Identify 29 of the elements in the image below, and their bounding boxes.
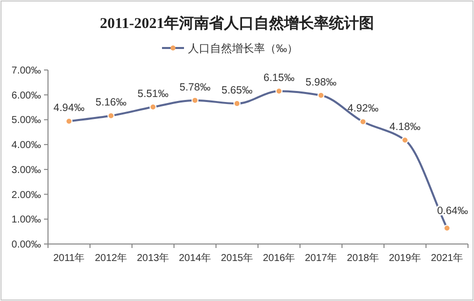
- y-tick-label: 3.00‰: [12, 164, 41, 176]
- y-tick-label: 2.00‰: [12, 190, 41, 201]
- y-tick-label: 5.00‰: [12, 115, 41, 126]
- data-label: 5.16‰: [96, 96, 127, 109]
- data-label: 6.15‰: [264, 72, 295, 84]
- x-tick-label: 2018年: [346, 252, 380, 264]
- x-tick-label: 2021年: [430, 252, 464, 264]
- x-tick-label: 2019年: [388, 252, 422, 264]
- data-label: 5.51‰: [138, 88, 169, 100]
- data-label: 4.92‰: [348, 102, 379, 115]
- x-tick-label: 2011年: [53, 252, 85, 264]
- data-label: 4.94‰: [54, 102, 85, 114]
- x-tick-label: 2013年: [136, 252, 170, 264]
- y-tick-label: 4.00‰: [12, 140, 41, 152]
- legend-label: 人口自然增长率（‰）: [188, 42, 298, 55]
- y-tick-label: 6.00‰: [12, 90, 41, 102]
- x-tick-label: 2016年: [262, 252, 296, 264]
- data-label: 5.98‰: [306, 76, 337, 88]
- y-tick-label: 0.00‰: [12, 240, 41, 250]
- x-tick-label: 2017年: [304, 252, 338, 264]
- data-label: 5.78‰: [180, 81, 211, 94]
- y-tick-label: 7.00‰: [12, 66, 41, 76]
- data-label: 5.65‰: [222, 84, 253, 97]
- x-tick-label: 2015年: [220, 252, 254, 264]
- x-tick-label: 2014年: [178, 252, 212, 264]
- data-label: 4.18‰: [390, 121, 421, 134]
- chart-title: 2011-2021年河南省人口自然增长率统计图: [100, 14, 374, 32]
- y-tick-label: 1.00‰: [12, 214, 41, 226]
- x-tick-label: 2012年: [94, 252, 128, 264]
